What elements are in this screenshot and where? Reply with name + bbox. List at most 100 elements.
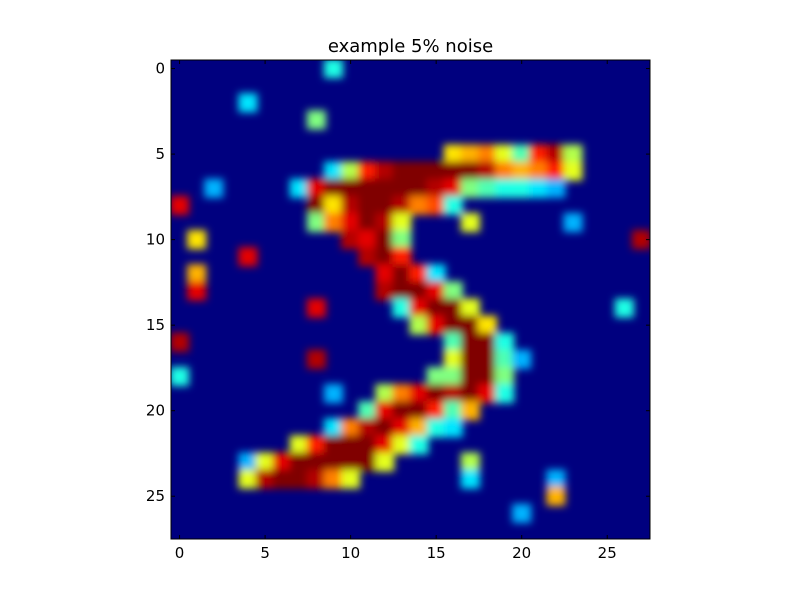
heatmap-cell <box>392 435 412 455</box>
heatmap-cell <box>460 178 480 198</box>
heatmap-cell <box>392 401 412 421</box>
heatmap-cell <box>409 161 429 181</box>
heatmap-cell <box>358 418 378 438</box>
heatmap-cell <box>460 298 480 318</box>
heatmap-cell <box>460 366 480 387</box>
heatmap-cell <box>392 418 412 438</box>
heatmap-cell <box>426 418 446 438</box>
heatmap-cell <box>495 366 515 387</box>
heatmap-cell <box>187 281 207 301</box>
heatmap-cell <box>443 144 463 164</box>
heatmap-cell <box>409 298 429 318</box>
heatmap-cell <box>375 281 395 301</box>
y-axis: 0 5 10 15 20 25 <box>146 60 650 505</box>
heatmap-cell <box>375 418 395 438</box>
heatmap-cell <box>375 178 395 198</box>
heatmap-cell <box>306 110 326 130</box>
heatmap-cell <box>187 264 207 284</box>
heatmap-cell <box>409 435 429 455</box>
heatmap-cell <box>529 178 549 198</box>
heatmap-cell <box>546 178 566 198</box>
heatmap-cell <box>358 401 378 421</box>
heatmap-cell <box>443 418 463 438</box>
heatmap-cell <box>289 178 309 198</box>
heatmap-cell <box>171 366 190 387</box>
heatmap-cell <box>443 161 463 181</box>
heatmap-cell <box>323 178 344 198</box>
heatmap-cell <box>426 264 446 284</box>
heatmap-cell <box>375 161 395 181</box>
heatmap-cell <box>563 212 583 233</box>
heatmap-cell <box>477 366 498 387</box>
y-tick-label: 5 <box>155 145 165 163</box>
heatmap-cell <box>495 161 515 181</box>
heatmap-cell <box>392 230 412 250</box>
heatmap-cell <box>341 178 361 198</box>
heatmap-cell <box>409 401 429 421</box>
heatmap-cell <box>392 264 412 284</box>
heatmap-cell <box>255 452 275 472</box>
heatmap-cell <box>546 486 566 506</box>
heatmap-cell <box>443 178 463 198</box>
heatmap-cell <box>341 161 361 181</box>
heatmap-cell <box>477 315 498 335</box>
heatmap-cell <box>409 195 429 215</box>
heatmap-cell <box>614 298 634 318</box>
heatmap-cell <box>392 247 412 267</box>
heatmap-cell <box>460 332 480 352</box>
heatmap-cell <box>477 144 498 164</box>
heatmap-cell <box>477 384 498 404</box>
heatmap-cell <box>375 435 395 455</box>
heatmap-cell <box>426 315 446 335</box>
heatmap-cell <box>171 195 190 215</box>
heatmap-cell <box>512 161 532 181</box>
heatmap-cell <box>358 178 378 198</box>
heatmap-cell <box>546 144 566 164</box>
heatmap-cell <box>323 161 344 181</box>
plot-area <box>171 60 650 539</box>
heatmap-cell <box>460 349 480 369</box>
heatmap-cell <box>375 264 395 284</box>
heatmap-cell <box>512 349 532 369</box>
heatmap-cell <box>443 195 463 215</box>
heatmap-cell <box>409 264 429 284</box>
heatmap-cell <box>375 452 395 472</box>
heatmap-cell <box>358 212 378 233</box>
heatmap-cell <box>460 315 480 335</box>
heatmap-cell <box>204 178 224 198</box>
heatmap-cell <box>323 384 344 404</box>
heatmap-cell <box>426 195 446 215</box>
x-tick-label: 15 <box>427 544 446 562</box>
heatmap-cell <box>358 452 378 472</box>
heatmap-cell <box>375 230 395 250</box>
x-axis: 0 5 10 15 20 25 <box>175 60 617 562</box>
heatmap-cell <box>426 384 446 404</box>
heatmap-cell <box>529 161 549 181</box>
heatmap-cell <box>358 230 378 250</box>
heatmap-cell <box>272 469 292 489</box>
heatmap-cell <box>306 452 326 472</box>
heatmap-cell <box>358 435 378 455</box>
heatmap-cell <box>409 315 429 335</box>
heatmap-cell <box>306 178 326 198</box>
heatmap-cell <box>409 178 429 198</box>
heatmap-cell <box>341 230 361 250</box>
heatmap-cell <box>255 469 275 489</box>
heatmap-cell <box>375 247 395 267</box>
heatmap-cell <box>460 401 480 421</box>
chart-title: example 5% noise <box>328 36 493 57</box>
heatmap-cell <box>477 349 498 369</box>
heatmap-cell <box>323 435 344 455</box>
heatmap-cell <box>443 401 463 421</box>
heatmap-cell <box>631 230 650 250</box>
heatmap-cell <box>323 212 344 233</box>
heatmap-cell <box>306 298 326 318</box>
heatmap-cells <box>171 60 650 523</box>
heatmap-cell <box>460 469 480 489</box>
heatmap-cell <box>171 332 190 352</box>
heatmap-cell <box>358 247 378 267</box>
heatmap-cell <box>443 298 463 318</box>
heatmap-cell <box>409 281 429 301</box>
y-tick-label: 20 <box>146 402 165 420</box>
